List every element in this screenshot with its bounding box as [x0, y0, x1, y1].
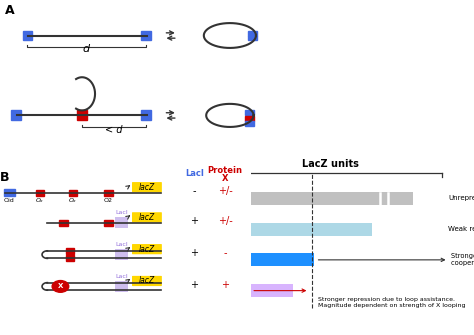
Bar	[66, 248, 74, 254]
Text: Weak repression due to O2 alone: Weak repression due to O2 alone	[448, 226, 474, 232]
Bar	[36, 190, 44, 196]
Text: lacZ: lacZ	[139, 276, 155, 285]
Text: O2: O2	[104, 198, 113, 203]
Bar	[59, 220, 68, 226]
Text: +: +	[191, 280, 198, 290]
Text: lacZ: lacZ	[139, 213, 155, 222]
Text: +/-: +/-	[218, 186, 233, 196]
Text: X: X	[222, 174, 228, 183]
Text: LacI: LacI	[185, 169, 204, 178]
Text: d: d	[83, 44, 90, 54]
Bar	[115, 217, 128, 228]
FancyBboxPatch shape	[132, 182, 162, 192]
Ellipse shape	[52, 281, 69, 292]
Text: Protein: Protein	[208, 165, 243, 175]
Text: B: B	[0, 171, 9, 184]
Text: lacZ: lacZ	[139, 245, 155, 254]
Bar	[245, 116, 254, 121]
Bar	[104, 190, 113, 196]
Text: LacI: LacI	[115, 242, 128, 247]
Text: +: +	[191, 216, 198, 226]
FancyBboxPatch shape	[132, 244, 162, 254]
Bar	[4, 189, 16, 196]
Text: -: -	[192, 186, 196, 196]
Text: A: A	[5, 4, 14, 16]
Text: -: -	[223, 248, 227, 258]
Bar	[245, 122, 254, 126]
Bar	[66, 255, 74, 261]
Text: LacI: LacI	[115, 274, 128, 279]
Text: Unrepressed: Unrepressed	[448, 195, 474, 201]
Bar	[247, 30, 257, 36]
Bar	[141, 30, 151, 41]
FancyBboxPatch shape	[132, 212, 162, 222]
Text: Stronger repression due to O2-Oid
cooperation via DNA looping: Stronger repression due to O2-Oid cooper…	[451, 253, 474, 266]
Text: LacI: LacI	[115, 210, 128, 215]
Bar	[69, 190, 77, 196]
Text: +: +	[221, 280, 229, 290]
Text: +/-: +/-	[218, 216, 233, 226]
Text: $O_x$: $O_x$	[68, 196, 78, 205]
Bar	[115, 249, 128, 260]
Text: lacZ: lacZ	[139, 183, 155, 192]
Text: Stronger repression due to loop assistance.
Magnitude dependent on strength of X: Stronger repression due to loop assistan…	[318, 297, 465, 308]
Text: $O_x$: $O_x$	[35, 196, 45, 205]
Bar	[11, 111, 21, 120]
Bar	[251, 222, 372, 236]
Text: +: +	[191, 248, 198, 258]
Bar	[141, 111, 151, 120]
Bar	[104, 220, 113, 226]
Text: < d: < d	[105, 125, 122, 135]
Bar	[77, 111, 87, 120]
Text: Oid: Oid	[4, 198, 15, 203]
Bar	[245, 110, 254, 115]
FancyBboxPatch shape	[132, 276, 162, 286]
Bar	[251, 192, 413, 205]
Text: LacZ units: LacZ units	[301, 159, 358, 169]
Bar	[247, 36, 257, 41]
Bar	[251, 284, 293, 297]
Bar	[251, 253, 313, 266]
Text: X: X	[58, 283, 63, 289]
Bar	[115, 281, 128, 292]
Bar	[23, 30, 32, 41]
